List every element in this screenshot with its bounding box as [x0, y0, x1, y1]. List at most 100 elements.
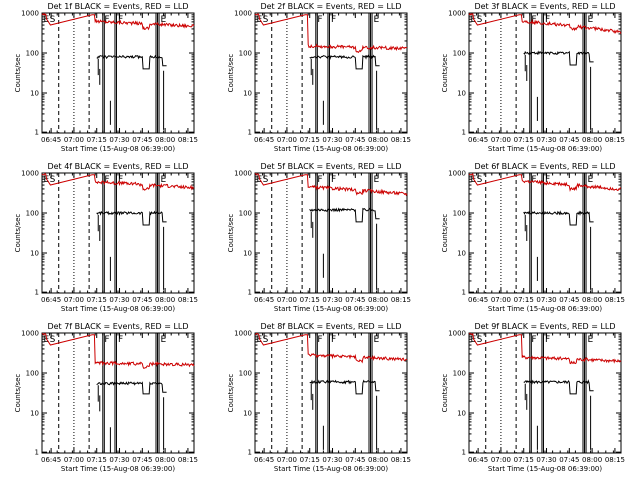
y-axis-label: Counts/sec	[14, 54, 22, 93]
flag-marker: E	[588, 15, 594, 25]
series-events-line	[96, 210, 167, 226]
series-events-line	[96, 54, 167, 70]
series-lld-line	[41, 12, 195, 31]
plot-frame	[468, 332, 622, 454]
panel-title: Det 1f BLACK = Events, RED = LLD	[47, 2, 188, 11]
x-tick-label: 07:30	[536, 296, 556, 304]
flag-marker: F	[331, 175, 336, 185]
flag-marker: F	[317, 175, 322, 185]
x-tick-label: 07:45	[345, 296, 365, 304]
x-tick-label: 08:15	[605, 296, 625, 304]
x-tick-label: 08:00	[368, 136, 388, 144]
flag-marker: F	[545, 175, 550, 185]
flag-marker: E	[44, 335, 50, 345]
x-tick-label: 06:45	[254, 456, 274, 464]
flag-marker: F	[317, 15, 322, 25]
x-tick-label: 07:30	[109, 456, 129, 464]
plot-frame	[254, 332, 408, 454]
panel-title: Det 7f BLACK = Events, RED = LLD	[47, 322, 188, 331]
y-axis-label: Counts/sec	[441, 374, 449, 413]
series-events-line	[523, 210, 594, 226]
panel-title: Det 6f BLACK = Events, RED = LLD	[474, 162, 615, 171]
flag-marker: S	[477, 15, 483, 25]
y-tick-label: 100	[453, 210, 466, 218]
x-axis-label: Start Time (15-Aug-08 06:39:00)	[61, 305, 175, 313]
x-tick-label: 08:15	[178, 296, 198, 304]
x-tick-label: 07:00	[64, 296, 84, 304]
x-tick-label: 06:45	[468, 136, 488, 144]
x-tick-label: 07:00	[277, 296, 297, 304]
y-tick-label: 1000	[21, 10, 39, 18]
x-tick-label: 07:45	[559, 456, 579, 464]
flag-marker: S	[263, 15, 269, 25]
panel-3: Det 3f BLACK = Events, RED = LLD 1 10 100 10…	[441, 2, 625, 153]
y-axis-label: Counts/sec	[14, 214, 22, 253]
plot-frame	[468, 12, 622, 134]
x-tick-label: 07:00	[277, 136, 297, 144]
series-lld-line	[469, 332, 622, 365]
y-tick-label: 100	[26, 370, 39, 378]
flag-marker: S	[50, 335, 56, 345]
x-tick-label: 06:45	[41, 456, 61, 464]
series-lld-line	[468, 172, 622, 192]
series-events-line	[309, 379, 380, 395]
y-axis-label: Counts/sec	[227, 214, 235, 253]
panel-9: Det 9f BLACK = Events, RED = LLD 1 10 100 10…	[441, 322, 625, 473]
y-tick-label: 1	[248, 129, 252, 137]
x-tick-label: 07:30	[536, 456, 556, 464]
panel-1: Det 1f BLACK = Events, RED = LLD 1 10 100 10…	[14, 2, 198, 153]
x-tick-label: 06:45	[254, 136, 274, 144]
x-tick-label: 08:00	[155, 456, 175, 464]
panel-title: Det 9f BLACK = Events, RED = LLD	[474, 322, 615, 331]
x-axis-label: Start Time (15-Aug-08 06:39:00)	[274, 145, 388, 153]
y-tick-label: 10	[457, 410, 466, 418]
x-tick-label: 08:00	[155, 136, 175, 144]
x-tick-label: 08:15	[391, 456, 411, 464]
plot-frame	[41, 172, 195, 294]
flag-marker: F	[104, 15, 109, 25]
x-tick-label: 08:00	[582, 296, 602, 304]
x-tick-label: 07:15	[300, 136, 320, 144]
y-tick-label: 100	[453, 370, 466, 378]
flag-marker: E	[44, 175, 50, 185]
y-tick-label: 1000	[448, 330, 466, 338]
flag-marker: E	[471, 335, 477, 345]
x-tick-label: 07:30	[109, 296, 129, 304]
y-tick-label: 10	[243, 90, 252, 98]
flag-marker: F	[317, 335, 322, 345]
x-tick-label: 07:30	[322, 296, 342, 304]
y-tick-label: 1	[35, 449, 39, 457]
panel-7: Det 7f BLACK = Events, RED = LLD 1 10 100 10…	[14, 322, 198, 473]
x-axis-label: Start Time (15-Aug-08 06:39:00)	[61, 145, 175, 153]
series-events-line	[309, 207, 380, 223]
y-tick-label: 10	[30, 90, 39, 98]
y-tick-label: 1000	[448, 10, 466, 18]
x-axis-label: Start Time (15-Aug-08 06:39:00)	[488, 465, 602, 473]
flag-marker: F	[104, 175, 109, 185]
flag-marker: E	[161, 15, 167, 25]
y-tick-label: 10	[243, 410, 252, 418]
flag-marker: F	[531, 15, 536, 25]
y-axis-label: Counts/sec	[441, 54, 449, 93]
y-tick-label: 10	[457, 250, 466, 258]
x-tick-label: 08:15	[178, 456, 198, 464]
flag-marker: E	[374, 335, 380, 345]
x-tick-label: 07:45	[132, 296, 152, 304]
series-events-line	[96, 381, 167, 395]
plot-frame	[254, 12, 408, 134]
flag-marker: E	[257, 335, 263, 345]
flag-marker: E	[161, 335, 167, 345]
panel-title: Det 8f BLACK = Events, RED = LLD	[260, 322, 401, 331]
x-tick-label: 07:45	[559, 296, 579, 304]
flag-marker: E	[161, 175, 167, 185]
x-tick-label: 08:00	[582, 136, 602, 144]
y-tick-label: 10	[30, 250, 39, 258]
x-tick-label: 08:15	[605, 136, 625, 144]
x-tick-label: 07:00	[277, 456, 297, 464]
x-axis-label: Start Time (15-Aug-08 06:39:00)	[274, 305, 388, 313]
series-lld-line	[254, 173, 408, 197]
panel-title: Det 4f BLACK = Events, RED = LLD	[47, 162, 188, 171]
flag-marker: E	[257, 175, 263, 185]
x-tick-label: 07:45	[132, 136, 152, 144]
flag-marker: E	[588, 175, 594, 185]
